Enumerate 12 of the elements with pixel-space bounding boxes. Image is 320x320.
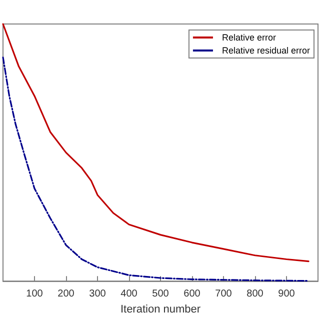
x-tick-label: 800: [246, 288, 264, 300]
x-tick-label: 100: [26, 288, 44, 300]
x-axis-title: Iteration number: [120, 304, 201, 316]
x-tick-label: 900: [278, 288, 296, 300]
x-tick-label: 200: [58, 288, 75, 300]
legend-label: Relative residual error: [222, 46, 310, 56]
x-tick-label: 400: [120, 288, 138, 300]
x-tick-label: 600: [184, 288, 201, 300]
x-tick-label: 500: [152, 288, 170, 300]
x-tick-label: 300: [89, 288, 106, 300]
x-tick-label: 700: [215, 288, 232, 300]
legend-label: Relative error: [222, 32, 276, 42]
